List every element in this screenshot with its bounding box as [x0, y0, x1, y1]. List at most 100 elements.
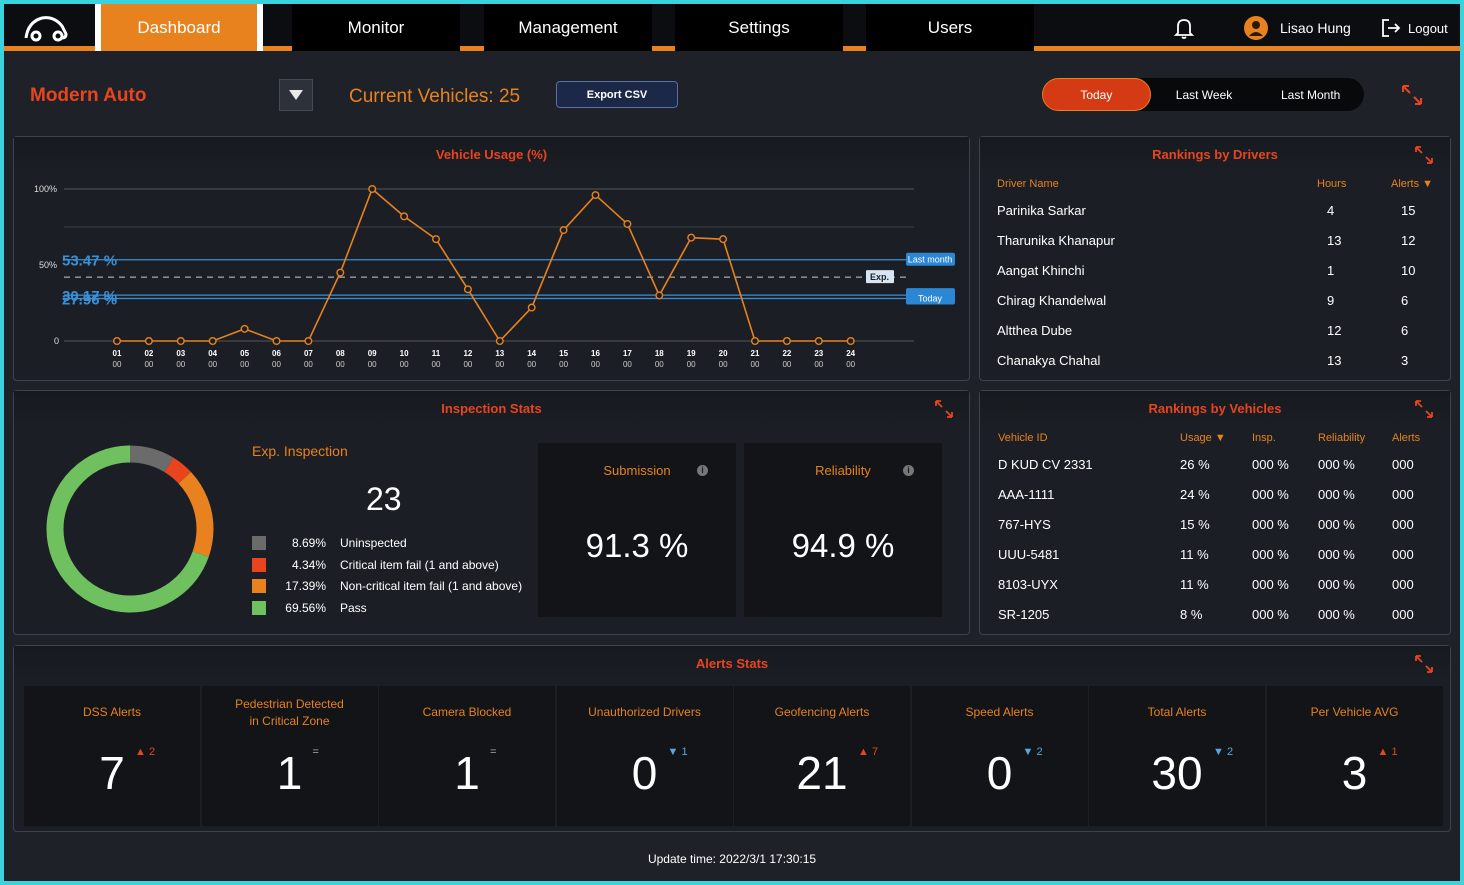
x-tick-sublabel: 00 [623, 360, 632, 369]
export-csv-button[interactable]: Export CSV [556, 81, 678, 108]
driver-alerts: 15 [1401, 202, 1416, 218]
usage-point[interactable] [687, 233, 696, 242]
usage-point[interactable] [719, 235, 728, 244]
username[interactable]: Lisao Hung [1280, 20, 1351, 36]
alert-card[interactable]: Total Alerts 30 ▼ 2 [1089, 686, 1265, 826]
table-row[interactable]: Tharunika Khanapur 13 12 [997, 225, 1445, 255]
usage-point[interactable] [272, 336, 281, 345]
tab-settings[interactable]: Settings [675, 4, 843, 51]
info-icon[interactable]: i [697, 465, 708, 476]
col-hours[interactable]: Hours [1317, 178, 1347, 190]
alert-card[interactable]: Per Vehicle AVG 3 ▲ 1 [1266, 686, 1443, 826]
expand-icon[interactable] [1414, 654, 1434, 674]
alert-card[interactable]: Speed Alerts 0 ▼ 2 [911, 686, 1088, 826]
usage-point[interactable] [782, 336, 791, 345]
alert-card[interactable]: Unauthorized Drivers 0 ▼ 1 [556, 686, 733, 826]
usage-point[interactable] [623, 219, 632, 228]
x-tick-sublabel: 00 [751, 360, 760, 369]
driver-alerts: 6 [1401, 322, 1409, 338]
tab-dashboard[interactable]: Dashboard [95, 4, 263, 51]
avatar[interactable] [1244, 16, 1268, 40]
usage-point[interactable] [655, 291, 664, 300]
usage-point[interactable] [495, 336, 504, 345]
tab-management[interactable]: Management [484, 4, 652, 51]
alert-delta-down: ▼ 2 [1022, 746, 1043, 758]
usage-point[interactable] [463, 285, 472, 294]
alert-card[interactable]: Pedestrian Detected in Critical Zone 1 = [201, 686, 378, 826]
alert-card-label: Per Vehicle AVG [1310, 705, 1399, 719]
usage-point[interactable] [240, 324, 249, 333]
usage-point[interactable] [527, 303, 536, 312]
table-row[interactable]: AAA-1111 24 % 000 % 000 % 000 [998, 479, 1444, 509]
bell-icon[interactable] [1172, 16, 1196, 40]
vehicle-reliability: 000 % [1318, 546, 1355, 562]
table-row[interactable]: SR-1205 8 % 000 % 000 % 000 [998, 599, 1444, 629]
col-alerts[interactable]: Alerts [1392, 432, 1421, 444]
vehicle-id: UUU-5481 [998, 546, 1060, 562]
usage-point[interactable] [591, 191, 600, 200]
usage-point[interactable] [208, 336, 217, 345]
expand-icon[interactable] [1400, 83, 1424, 107]
usage-point[interactable] [846, 336, 855, 345]
tab-users[interactable]: Users [866, 4, 1034, 51]
usage-point[interactable] [176, 336, 185, 345]
table-row[interactable]: 767-HYS 15 % 000 % 000 % 000 [998, 509, 1444, 539]
usage-point[interactable] [559, 226, 568, 235]
table-row[interactable]: Chirag Khandelwal 9 6 [997, 285, 1445, 315]
x-tick-label: 18 [655, 349, 664, 358]
car-logo-icon[interactable] [22, 12, 68, 44]
usage-point[interactable] [112, 336, 121, 345]
col-alerts[interactable]: Alerts ▼ [1391, 178, 1434, 190]
usage-point[interactable] [432, 235, 441, 244]
table-row[interactable]: Chanakya Chahal 13 3 [997, 345, 1445, 375]
vehicles-panel: Rankings by Vehicles Vehicle ID Usage ▼ … [979, 390, 1451, 635]
usage-point[interactable] [368, 185, 377, 194]
col-driver-name[interactable]: Driver Name [997, 178, 1059, 190]
donut-slice[interactable] [46, 445, 214, 613]
logout-button[interactable]: Logout [1380, 17, 1448, 39]
x-tick-sublabel: 00 [176, 360, 185, 369]
alert-card-value: 7 [99, 747, 125, 799]
expand-icon[interactable] [1414, 145, 1434, 165]
period-today[interactable]: Today [1042, 78, 1151, 111]
info-icon[interactable]: i [903, 465, 914, 476]
col-insp[interactable]: Insp. [1252, 432, 1276, 444]
col-vehicle-id[interactable]: Vehicle ID [998, 432, 1048, 444]
alert-card-value: 0 [631, 747, 658, 799]
x-tick-label: 22 [782, 349, 791, 358]
usage-point[interactable] [400, 212, 409, 221]
table-row[interactable]: Parinika Sarkar 4 15 [997, 195, 1445, 225]
donut-slice[interactable] [46, 445, 214, 613]
tab-monitor[interactable]: Monitor [292, 4, 460, 51]
col-usage[interactable]: Usage ▼ [1180, 432, 1226, 444]
vehicle-alerts: 000 [1392, 546, 1414, 562]
company-dropdown[interactable] [279, 79, 313, 111]
alert-card[interactable]: DSS Alerts 7 ▲ 2 [24, 686, 200, 826]
usage-point[interactable] [751, 336, 760, 345]
alert-card[interactable]: Camera Blocked 1 = [379, 686, 555, 826]
expand-icon[interactable] [1414, 399, 1434, 419]
drivers-title: Rankings by Drivers [1152, 147, 1278, 162]
table-row[interactable]: D KUD CV 2331 26 % 000 % 000 % 000 [998, 449, 1444, 479]
table-row[interactable]: UUU-5481 11 % 000 % 000 % 000 [998, 539, 1444, 569]
usage-point[interactable] [814, 336, 823, 345]
usage-point[interactable] [144, 336, 153, 345]
col-reliability[interactable]: Reliability [1318, 432, 1366, 444]
usage-point[interactable] [304, 336, 313, 345]
table-row[interactable]: Altthea Dube 12 6 [997, 315, 1445, 345]
table-row[interactable]: Aangat Khinchi 1 10 [997, 255, 1445, 285]
legend-percent: 4.34% [291, 557, 326, 572]
reliability-label: Reliability [815, 463, 871, 478]
x-tick-label: 06 [272, 349, 281, 358]
period-last-week[interactable]: Last Week [1175, 87, 1233, 102]
usage-point[interactable] [336, 268, 345, 277]
vehicle-reliability: 000 % [1318, 606, 1355, 622]
period-last-month[interactable]: Last Month [1280, 87, 1341, 102]
x-tick-sublabel: 00 [814, 360, 823, 369]
x-tick-label: 12 [463, 349, 472, 358]
vehicle-insp: 000 % [1252, 516, 1289, 532]
x-tick-label: 24 [846, 349, 855, 358]
expand-icon[interactable] [934, 399, 954, 419]
table-row[interactable]: 8103-UYX 11 % 000 % 000 % 000 [998, 569, 1444, 599]
alert-card[interactable]: Geofencing Alerts 21 ▲ 7 [734, 686, 910, 826]
